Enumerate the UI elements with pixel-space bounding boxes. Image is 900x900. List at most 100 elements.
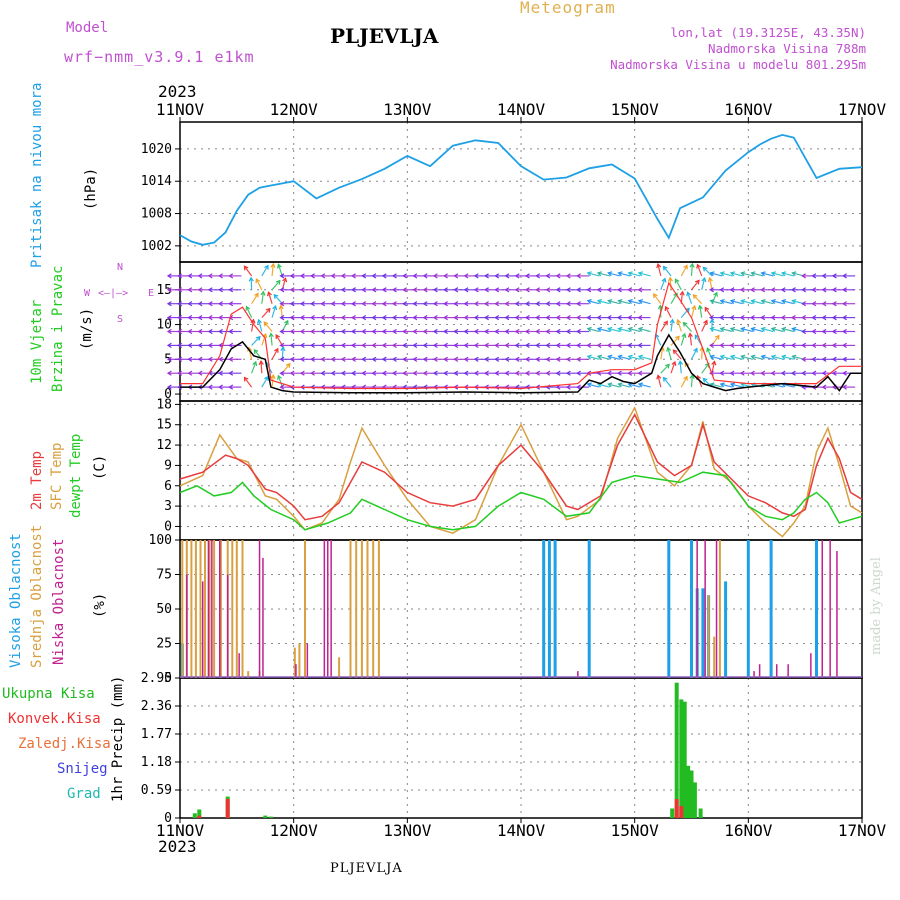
- wind-barb-head: [340, 301, 346, 307]
- wind-barb-head: [494, 273, 500, 279]
- cloud-bar-2: [238, 653, 240, 678]
- wind-barb-head: [719, 314, 725, 321]
- wind-barb-head: [274, 347, 279, 353]
- wind-barb-head: [166, 356, 172, 362]
- wind-barb-head: [483, 301, 489, 307]
- wind-barb-head: [361, 301, 367, 307]
- wind-barb-head: [453, 301, 459, 307]
- wind-barb-head: [177, 356, 183, 362]
- wind-barb-head: [656, 263, 662, 269]
- wind-barb-head: [381, 287, 387, 293]
- wind-barb-head: [289, 314, 295, 321]
- wind-barb-head: [842, 328, 847, 335]
- wind-barb-head: [350, 370, 356, 376]
- wind-barb-head: [483, 342, 489, 349]
- wind-barb-head: [330, 370, 336, 376]
- wind-barb-head: [576, 287, 581, 293]
- wind-barb-head: [391, 328, 397, 335]
- wind-barb-head: [729, 326, 736, 332]
- wind-barb: [720, 383, 733, 388]
- wind-barb-head: [801, 356, 807, 362]
- wind-barb-head: [197, 301, 203, 307]
- wind-barb-head: [371, 287, 377, 293]
- legend-grad: Grad: [67, 786, 101, 802]
- wind-barb: [771, 300, 784, 305]
- wind-barb: [261, 265, 269, 277]
- wind-barb-head: [391, 314, 397, 321]
- wind-barb-head: [197, 314, 203, 321]
- wind-barb-head: [402, 342, 408, 349]
- cloud-bar-1: [194, 540, 197, 678]
- wind-barb-head: [254, 292, 259, 298]
- wind-barb: [277, 264, 283, 277]
- wind-barb-head: [340, 328, 346, 335]
- wind-barb-head: [811, 328, 817, 335]
- wind-barb-head: [555, 370, 561, 376]
- wind-barb-head: [187, 301, 193, 307]
- wind-barb: [693, 294, 703, 305]
- wind-barb-head: [555, 273, 561, 279]
- wind-barb-head: [545, 370, 551, 376]
- wind-barb-head: [709, 271, 715, 277]
- cloud-bar-2: [787, 664, 789, 678]
- wind-barb-head: [432, 342, 438, 349]
- wind-barb: [667, 347, 672, 360]
- wind-barb-head: [749, 314, 755, 321]
- panel-frame: [179, 400, 863, 541]
- wind-barb-head: [473, 370, 479, 376]
- legend-konvek: Konvek.Kisa: [8, 711, 101, 727]
- wind-barb-head: [289, 287, 295, 293]
- wind-barb-head: [596, 287, 602, 293]
- wind-barb-head: [187, 273, 193, 279]
- wind-barb-head: [197, 356, 203, 362]
- wind-barb-head: [391, 287, 397, 293]
- legend-zaledj: Zaledj.Kisa: [18, 736, 111, 752]
- compass-arrows: <—|—>: [98, 288, 129, 299]
- wind-barb-head: [361, 328, 367, 335]
- wind-barb: [263, 321, 273, 332]
- wind-barb-head: [299, 328, 305, 335]
- wind-barb-head: [340, 314, 346, 321]
- wind-barb-head: [422, 301, 428, 307]
- wind-barb-head: [791, 299, 797, 305]
- wind-barb-head: [272, 304, 278, 311]
- wind-barb-head: [340, 370, 346, 376]
- wind-barb-head: [749, 287, 755, 293]
- wind-barb-head: [596, 271, 603, 277]
- wind-barb-head: [279, 370, 285, 376]
- wind-barb-head: [340, 356, 346, 362]
- wind-barb-head: [801, 370, 807, 376]
- wind-barb-head: [565, 328, 571, 335]
- wind-barb: [267, 292, 273, 304]
- wind-barb-head: [260, 290, 266, 296]
- wind-barb-head: [565, 314, 571, 321]
- wind-barb-head: [713, 291, 718, 297]
- wind-barb-head: [432, 328, 438, 335]
- y-tick-label: 15: [156, 283, 172, 298]
- wind-barb-head: [606, 342, 612, 349]
- wind-barb: [618, 355, 631, 360]
- wind-barb-head: [719, 382, 725, 388]
- wind-barb-head: [443, 301, 448, 307]
- wind-barb-head: [637, 370, 643, 376]
- cloud-bar-2: [776, 664, 778, 678]
- y-tick-label: 1002: [141, 239, 172, 254]
- wind-barb-head: [760, 287, 766, 293]
- wind-barb-head: [729, 382, 736, 388]
- wind-barb-head: [555, 314, 561, 321]
- precip-bar-0: [192, 813, 197, 818]
- temp-2m-line: [179, 412, 863, 521]
- cloud-bar-2: [753, 671, 755, 678]
- wind-barb: [761, 300, 774, 305]
- wind-barb-head: [371, 301, 377, 307]
- wind-barb: [660, 364, 670, 374]
- wind-barb: [687, 292, 693, 304]
- wind-barb-head: [596, 326, 603, 332]
- wind-barb-head: [381, 370, 387, 376]
- cloud-bar-1: [366, 540, 369, 678]
- wind-barb-head: [432, 384, 438, 390]
- x-tick-label-top: 12NOV: [270, 100, 319, 119]
- wind-barb: [587, 355, 600, 360]
- x-tick-label-bottom: 17NOV: [838, 821, 887, 840]
- wind-barb-head: [166, 314, 172, 321]
